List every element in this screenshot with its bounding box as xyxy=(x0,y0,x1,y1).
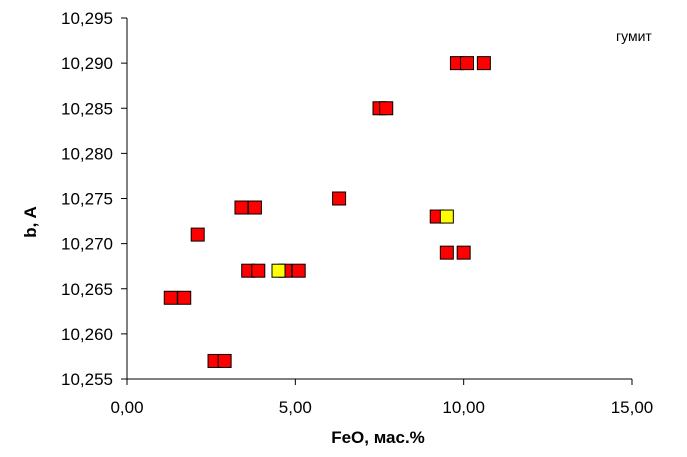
data-point-red xyxy=(460,56,475,71)
data-point-yellow xyxy=(271,263,286,278)
y-axis-title: b, A xyxy=(21,206,40,237)
data-point-red xyxy=(251,263,266,278)
y-tick-label: 10,255 xyxy=(61,370,113,389)
y-tick-label: 10,295 xyxy=(61,9,113,28)
data-point-red xyxy=(439,245,454,260)
data-point-red xyxy=(247,200,262,215)
data-point-red xyxy=(476,56,491,71)
y-tick-label: 10,260 xyxy=(61,325,113,344)
data-point-red xyxy=(291,263,306,278)
y-tick-label: 10,285 xyxy=(61,99,113,118)
data-point-red xyxy=(217,353,232,368)
x-tick-label: 5,00 xyxy=(279,398,312,417)
y-tick-label: 10,280 xyxy=(61,144,113,163)
data-point-red xyxy=(332,191,347,206)
x-tick-label: 0,00 xyxy=(110,398,143,417)
legend-label: гумит xyxy=(616,28,652,44)
data-point-yellow xyxy=(439,209,454,224)
y-axis-ticks: 10,255 10,260 10,265 10,270 10,275 10,280 10,2… xyxy=(61,9,127,389)
data-point-red xyxy=(234,200,249,215)
y-tick-label: 10,265 xyxy=(61,280,113,299)
data-point-red xyxy=(456,245,471,260)
data-point-red xyxy=(190,227,205,242)
data-point-red xyxy=(163,290,178,305)
x-axis-ticks: 0,00 5,00 10,00 15,00 xyxy=(110,379,653,417)
y-tick-label: 10,290 xyxy=(61,54,113,73)
x-tick-label: 15,00 xyxy=(611,398,654,417)
y-tick-label: 10,270 xyxy=(61,235,113,254)
data-point-red xyxy=(177,290,192,305)
x-axis-title: FeO, мас.% xyxy=(331,428,425,447)
data-point-red xyxy=(379,101,394,116)
x-tick-label: 10,00 xyxy=(442,398,485,417)
data-points xyxy=(163,56,491,368)
y-tick-label: 10,275 xyxy=(61,190,113,209)
